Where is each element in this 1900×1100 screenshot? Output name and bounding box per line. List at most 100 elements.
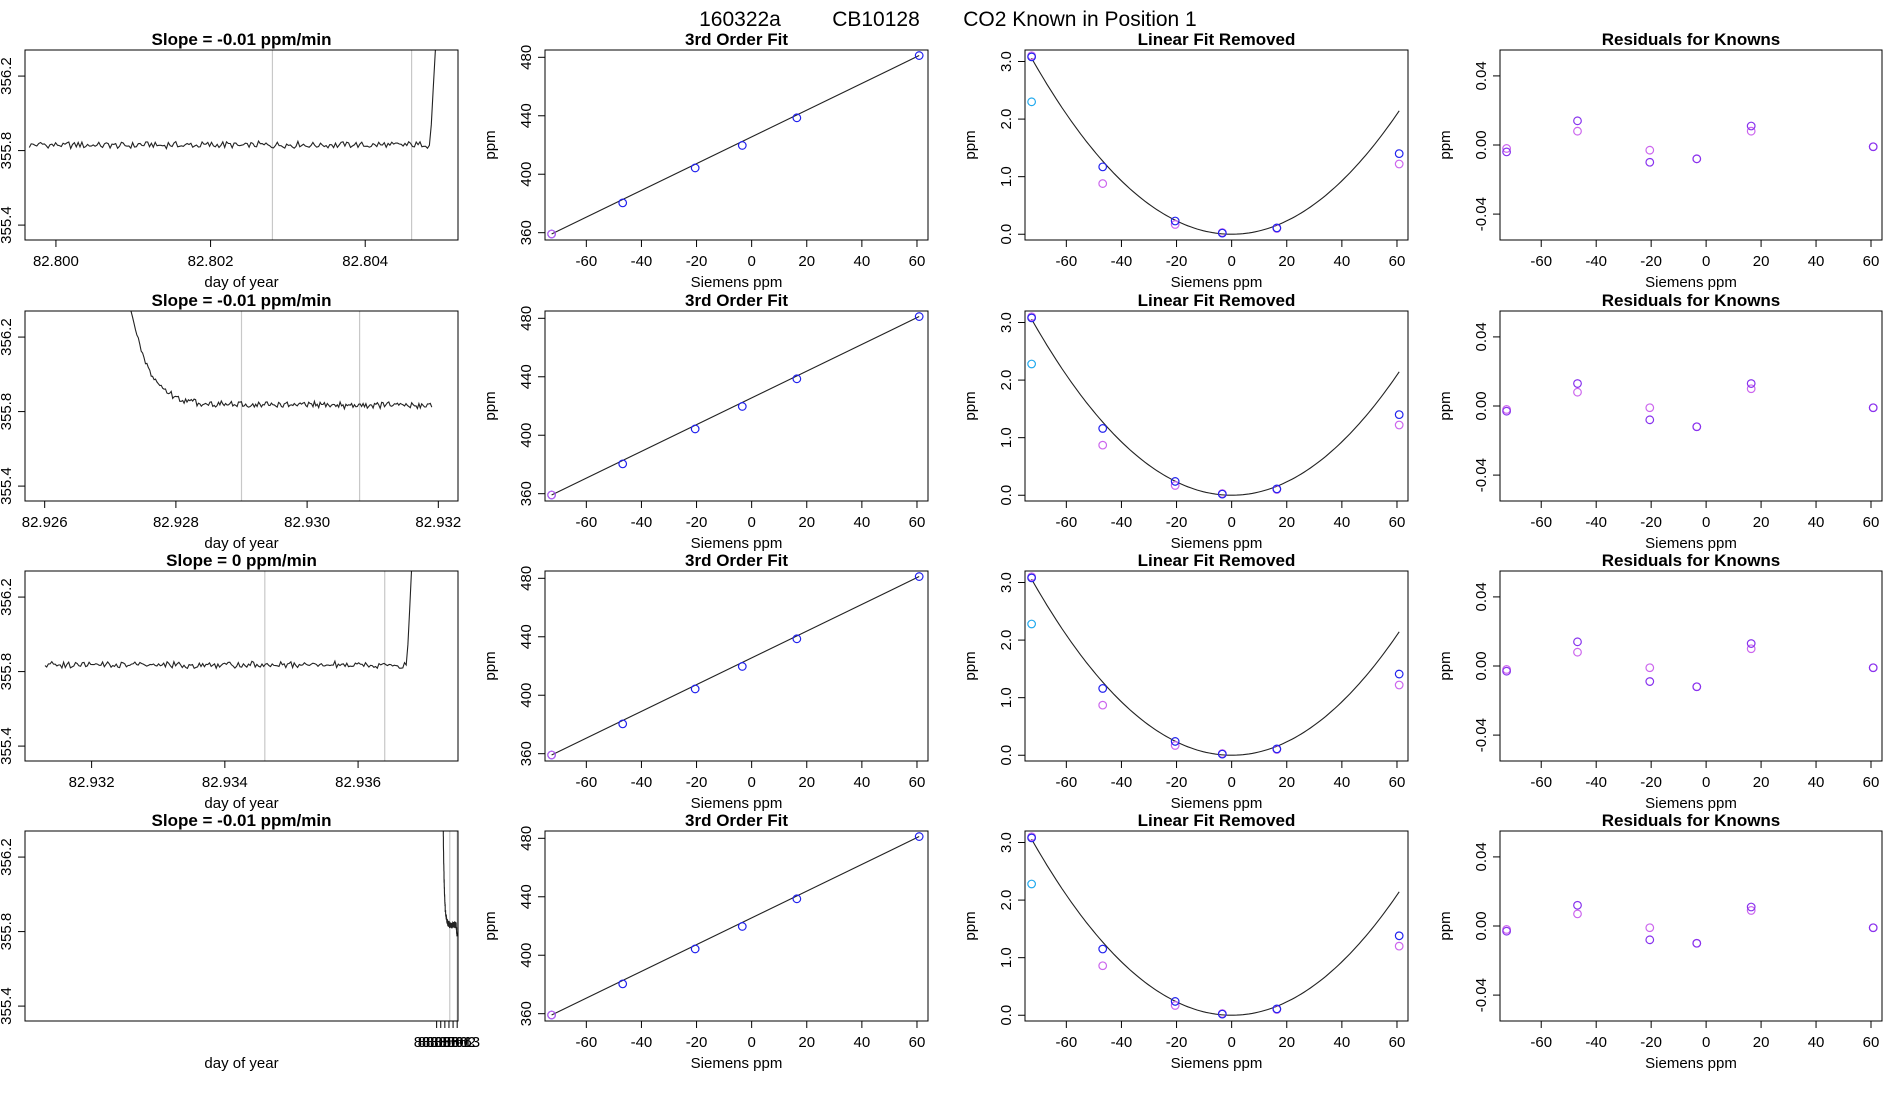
data-point-blue <box>1868 403 1878 413</box>
x-tick-label: 83.063 <box>434 1034 480 1051</box>
y-tick-label: 0.04 <box>1473 61 1490 90</box>
data-point-blue <box>1098 944 1108 954</box>
chart-title: Slope = 0 ppm/min <box>166 551 317 570</box>
y-tick-label: 2.0 <box>998 890 1015 911</box>
x-tick-label: 82.926 <box>22 514 68 531</box>
data-point-blue <box>1746 379 1756 388</box>
x-tick-label: -40 <box>1111 253 1133 270</box>
x-tick-label: 83.060 <box>422 1034 468 1051</box>
plot-area <box>1027 312 1404 499</box>
y-tick-label: 356.2 <box>0 838 15 876</box>
x-tick-label: 20 <box>1753 253 1770 270</box>
x-tick-label: -20 <box>1166 253 1188 270</box>
data-point-blue <box>1217 228 1227 238</box>
x-tick-label: 82.928 <box>153 514 199 531</box>
plot-area <box>1027 51 1404 238</box>
data-point-blue <box>1098 684 1108 693</box>
fit-curve <box>1031 838 1400 1016</box>
data-point-blue <box>1692 422 1702 432</box>
data-point-blue <box>1692 682 1702 692</box>
y-tick-label: 0.04 <box>1473 842 1490 871</box>
x-axis-label: Siemens ppm <box>1645 795 1737 812</box>
plot-frame <box>24 49 459 241</box>
data-point-blue <box>1502 147 1511 157</box>
x-tick-label: 40 <box>854 253 871 270</box>
plot-frame <box>24 830 459 1022</box>
x-tick-label: 83.061 <box>426 1034 472 1051</box>
chart-title: Residuals for Knowns <box>1602 551 1781 570</box>
chart-panel-r3-c2: 3rd Order Fit Siemens ppm ppm -60 -40 -20 0 20 4… <box>482 551 929 812</box>
data-point-blue <box>1394 149 1404 159</box>
chart-title: Linear Fit Removed <box>1138 811 1296 830</box>
chart-title: Slope = -0.01 ppm/min <box>152 811 332 830</box>
x-tick-label: 40 <box>1808 774 1825 791</box>
x-axis-label: Siemens ppm <box>691 274 783 291</box>
trace-line <box>442 831 458 937</box>
x-tick-label: 0 <box>1702 253 1710 270</box>
data-point-violet <box>1746 126 1756 136</box>
y-tick-label: 0.04 <box>1473 582 1490 611</box>
x-tick-label: -60 <box>1530 514 1552 531</box>
y-tick-label: 480 <box>518 566 535 591</box>
data-point-blue <box>1217 1009 1227 1019</box>
data-point-cyan <box>1027 97 1037 107</box>
y-axis-label: ppm <box>482 911 499 940</box>
y-tick-label: 0.00 <box>1473 651 1490 680</box>
data-point-violet <box>1098 961 1108 971</box>
y-tick-label: 440 <box>518 103 535 128</box>
data-point-blue <box>1272 1004 1282 1014</box>
y-axis-label: ppm <box>962 651 979 680</box>
x-axis-label: Siemens ppm <box>1645 1055 1737 1072</box>
x-tick-label: 40 <box>1808 514 1825 531</box>
x-tick-label: 0 <box>1227 253 1235 270</box>
x-tick-label: -20 <box>686 253 708 270</box>
plot-area <box>44 571 413 761</box>
x-tick-label: 60 <box>1389 774 1406 791</box>
x-tick-label: -40 <box>1585 1034 1607 1051</box>
plot-frame <box>24 570 459 762</box>
data-point-blue <box>1027 313 1037 323</box>
data-point-blue <box>1027 573 1037 583</box>
y-tick-label: -0.04 <box>1473 197 1490 231</box>
x-tick-label: 20 <box>1278 514 1295 531</box>
x-tick-label: -20 <box>1166 514 1188 531</box>
data-point-violet <box>1645 923 1655 933</box>
data-point-blue <box>1746 902 1756 912</box>
data-point-blue <box>1573 900 1582 910</box>
data-point <box>618 719 628 729</box>
y-axis-label: ppm <box>482 130 499 159</box>
x-tick-label: 40 <box>1334 514 1351 531</box>
x-tick-label: 40 <box>1334 774 1351 791</box>
data-point-blue <box>1098 424 1108 433</box>
data-point-violet <box>547 490 556 500</box>
x-axis-label: day of year <box>204 535 278 552</box>
data-point-violet <box>1645 145 1655 155</box>
chart-panel-r3-c4: Residuals for Knowns Siemens ppm ppm -60 -40… <box>1437 551 1883 812</box>
x-tick-label: -20 <box>1640 774 1662 791</box>
x-tick-label: -60 <box>575 774 597 791</box>
data-point-blue <box>1573 116 1582 126</box>
data-point-blue <box>1645 935 1655 945</box>
x-tick-label: 0 <box>747 1034 755 1051</box>
figure-title-run: 160322a <box>699 8 781 31</box>
chart-panel-r1-c2: 3rd Order Fit Siemens ppm ppm -60 -40 -20 0 20 4… <box>482 30 929 291</box>
data-point-violet <box>1170 1001 1180 1010</box>
x-axis-label: day of year <box>204 1055 278 1072</box>
x-tick-label: -60 <box>1530 1034 1552 1051</box>
x-tick-label: 40 <box>854 1034 871 1051</box>
x-axis-label: Siemens ppm <box>1171 1055 1263 1072</box>
x-tick-label: 20 <box>798 514 815 531</box>
data-point <box>690 163 700 173</box>
data-point-violet <box>1170 220 1180 229</box>
y-axis-label: ppm <box>962 391 979 420</box>
y-tick-label: 0.0 <box>998 1005 1015 1026</box>
data-point-violet <box>1502 144 1511 153</box>
x-tick-label: 20 <box>1278 774 1295 791</box>
y-tick-label: 400 <box>518 943 535 968</box>
y-tick-label: 440 <box>518 624 535 649</box>
data-point-violet <box>1746 906 1756 915</box>
x-tick-label: 60 <box>909 774 926 791</box>
chart-panel-r2-c3: Linear Fit Removed Siemens ppm ppm -60 -40 -2… <box>962 291 1409 552</box>
